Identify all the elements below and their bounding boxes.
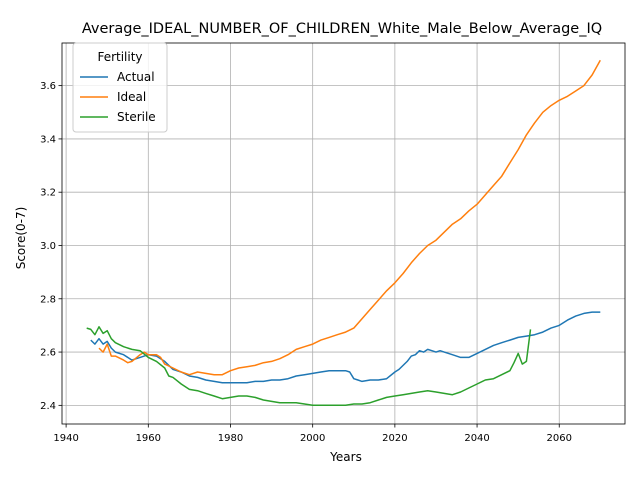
legend-title: Fertility [97, 50, 142, 64]
y-tick-label: 2.6 [40, 348, 56, 359]
series-line-ideal [98, 59, 601, 376]
y-tick-label: 3.4 [40, 134, 56, 145]
x-tick-label: 2060 [547, 433, 572, 444]
y-tick-label: 3.2 [40, 188, 56, 199]
y-tick-label: 3.6 [40, 81, 56, 92]
chart-title: Average_IDEAL_NUMBER_OF_CHILDREN_White_M… [82, 21, 602, 37]
series-line-sterile [86, 326, 532, 407]
x-tick-label: 1980 [218, 433, 243, 444]
grid [62, 43, 625, 424]
legend-entries: Actual Ideal Sterile [80, 70, 156, 124]
series-lines [86, 59, 601, 407]
x-tick-label: 1940 [53, 433, 78, 444]
y-axis-label: Score(0-7) [14, 207, 28, 270]
legend-frame [72, 42, 168, 133]
y-tick-label: 2.8 [40, 294, 56, 305]
x-tick-label: 2020 [382, 433, 407, 444]
x-tick-label: 2040 [464, 433, 489, 444]
x-tick-label: 2000 [300, 433, 325, 444]
y-tick-label: 3.0 [40, 241, 56, 252]
series-line-actual [90, 311, 601, 384]
axis-ticks: 1940 1960 1980 2000 2020 2040 2060 2.4 2.6 2.8 3.0… [40, 81, 572, 444]
plot-frame [61, 42, 626, 425]
legend-label-actual: Actual [117, 70, 155, 84]
legend-label-ideal: Ideal [117, 90, 146, 104]
legend-label-sterile: Sterile [117, 110, 156, 124]
x-axis-label: Years [329, 450, 362, 464]
y-tick-label: 2.4 [40, 401, 56, 412]
x-tick-label: 1960 [136, 433, 161, 444]
legend: Fertility Actual Ideal Sterile [72, 42, 168, 133]
